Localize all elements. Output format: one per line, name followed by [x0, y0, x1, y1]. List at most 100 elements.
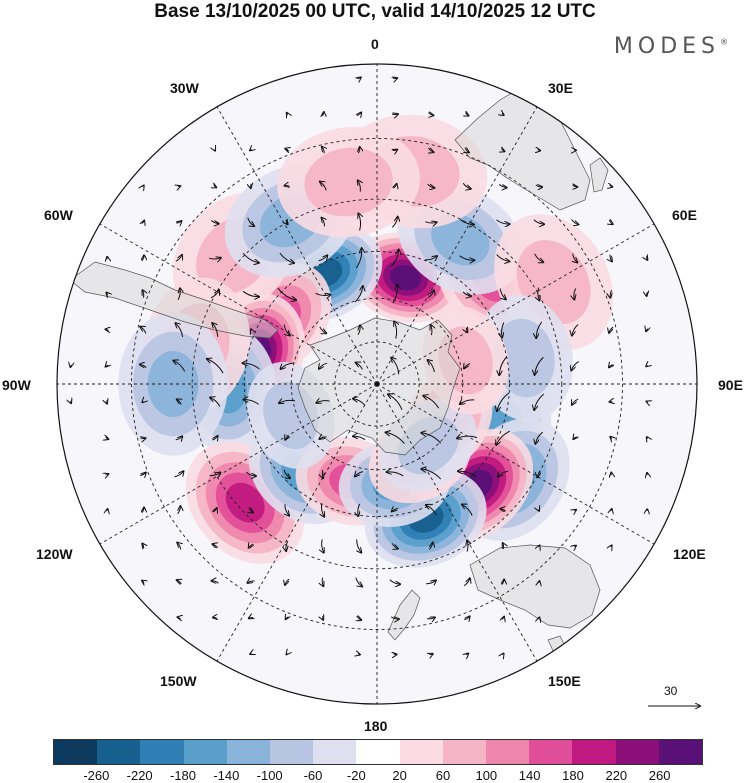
wind-arrow: [210, 220, 218, 223]
wind-arrow: [460, 400, 475, 404]
wind-arrow: [609, 220, 612, 224]
wind-arrow: [462, 182, 471, 189]
wind-arrow: [106, 437, 109, 439]
wind-arrow: [502, 580, 504, 585]
wind-arrow: [357, 77, 361, 78]
wind-arrow: [426, 580, 436, 583]
wind-arrow: [106, 365, 109, 366]
wind-arrow: [142, 507, 144, 513]
wind-arrow: [322, 147, 324, 154]
wind-arrow: [393, 150, 398, 151]
lon-label-120e: 120E: [673, 546, 706, 562]
wind-arrow: [285, 149, 288, 152]
wind-arrow: [177, 580, 182, 584]
colorbar-tick-label: 60: [435, 768, 451, 783]
wind-arrow: [498, 470, 509, 476]
wind-arrow: [391, 543, 398, 548]
wind-arrow: [496, 219, 510, 224]
wind-arrow: [322, 539, 324, 552]
wind-arrow: [459, 219, 474, 225]
lon-label-60w: 60W: [44, 207, 73, 223]
wind-arrow: [539, 546, 540, 547]
wind-arrow: [458, 471, 477, 478]
wind-arrow: [210, 290, 219, 299]
graticule: [57, 64, 697, 704]
wind-arrow: [389, 579, 400, 584]
wind-arrow: [281, 362, 294, 369]
colorbar-tick-label: 140: [518, 768, 541, 783]
wind-arrow: [427, 617, 435, 618]
wind-arrow: [283, 469, 290, 478]
colorbar-tick-label: -140: [213, 768, 240, 783]
wind-arrow: [533, 219, 544, 224]
lon-label-150w: 150W: [160, 673, 197, 689]
wind-arrow: [177, 399, 181, 405]
wind-arrow: [355, 472, 364, 477]
wind-arrow: [465, 148, 469, 153]
latitude-circle: [191, 198, 563, 570]
lon-label-90e: 90E: [718, 377, 743, 393]
wind-arrow: [647, 509, 648, 510]
wind-arrow: [646, 329, 648, 331]
wind-arrow: [610, 185, 613, 187]
wind-arrow: [572, 398, 579, 405]
wind-arrow: [286, 617, 289, 619]
wind-arrow: [315, 293, 331, 295]
wind-arrow: [355, 577, 362, 587]
wind-arrow: [610, 509, 611, 511]
wind-arrow: [394, 321, 396, 339]
wind-arrow: [466, 654, 468, 655]
wind-arrow: [392, 285, 397, 304]
wind-arrow: [466, 112, 469, 115]
vector-scale-label: 30: [664, 684, 678, 698]
wind-arrow: [496, 254, 510, 262]
colorbar-swatch: [97, 740, 141, 764]
wind-arrow: [209, 473, 221, 476]
wind-arrow: [354, 286, 363, 303]
wind-arrow: [322, 469, 323, 478]
wind-arrow: [429, 654, 432, 655]
wind-arrow: [539, 618, 540, 619]
wind-arrow: [358, 653, 360, 654]
wind-arrow: [393, 654, 396, 655]
wind-arrow: [572, 324, 579, 336]
wind-arrow: [496, 430, 510, 445]
colorbar-swatch: [183, 740, 227, 764]
south-pole-marker: [374, 381, 380, 387]
meridian-line: [99, 383, 378, 545]
wind-arrow: [574, 288, 576, 300]
colorbar-tick-label: -20: [346, 768, 366, 783]
wind-arrow: [357, 113, 361, 116]
wind-arrow: [391, 114, 398, 115]
wind-arrow: [142, 255, 144, 262]
wind-arrow: [242, 252, 259, 263]
wind-arrow: [286, 540, 288, 551]
page-title: Base 13/10/2025 00 UTC, valid 14/10/2025…: [154, 1, 596, 22]
wind-arrow: [502, 322, 504, 338]
wind-arrow: [286, 220, 287, 224]
wind-arrow: [571, 219, 579, 225]
meridian-line: [376, 383, 655, 545]
wind-arrow: [464, 364, 471, 369]
wind-arrow: [535, 431, 543, 444]
wind-arrow: [140, 327, 147, 334]
colorbar-swatch: [399, 740, 443, 764]
brand-logo: MODES®: [614, 34, 728, 59]
wind-arrow: [535, 356, 544, 375]
wind-arrow: [425, 222, 436, 223]
colorbar-swatch: [442, 740, 487, 764]
wind-arrow: [279, 400, 296, 403]
wind-arrow: [467, 540, 468, 552]
wind-arrow: [428, 360, 435, 373]
wind-arrow: [175, 255, 182, 262]
wind-arrow: [142, 402, 143, 403]
colorbar-swatch: [270, 740, 314, 764]
wind-arrow: [503, 543, 504, 550]
wind-arrow: [427, 290, 434, 299]
wind-arrow: [357, 539, 362, 552]
wind-arrow: [358, 503, 360, 516]
lon-label-180: 180: [364, 718, 388, 734]
wind-arrow: [142, 581, 144, 584]
colorbar-tick-label: 20: [392, 768, 407, 783]
colorbar: [53, 739, 703, 765]
